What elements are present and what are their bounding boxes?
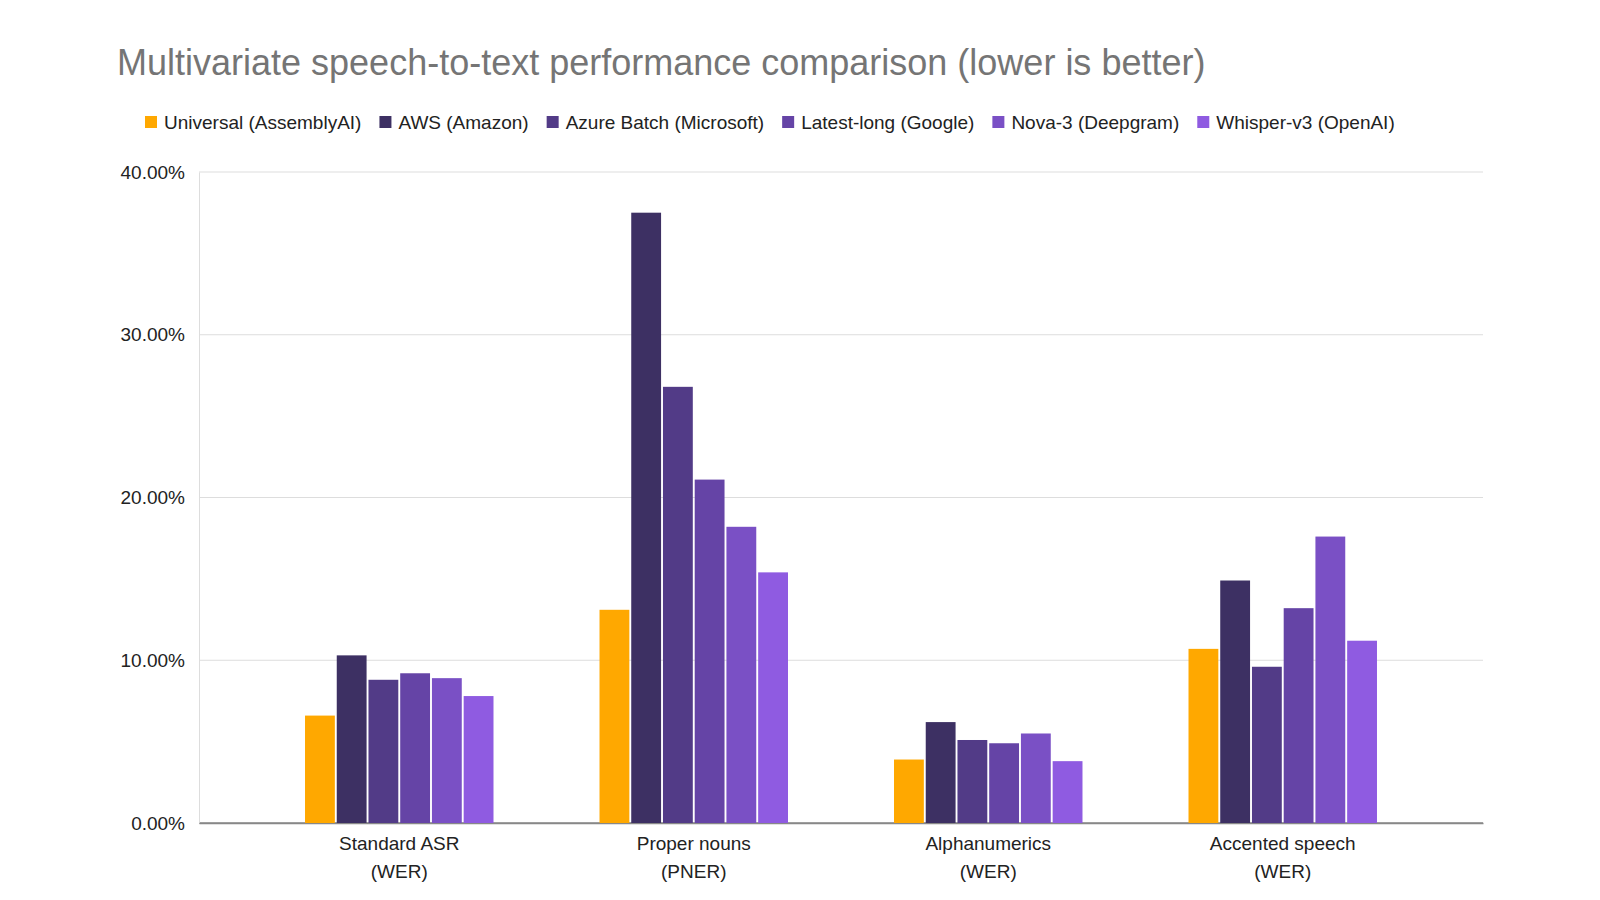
bar xyxy=(1252,667,1282,823)
title: Multivariate speech-to-text performance … xyxy=(117,42,1205,83)
legend-label: Universal (AssemblyAI) xyxy=(164,112,361,133)
legend-label: AWS (Amazon) xyxy=(398,112,528,133)
x-tick-label-line: Proper nouns xyxy=(637,833,751,854)
bar xyxy=(726,527,756,823)
grid-line xyxy=(199,497,1483,498)
legend-swatch xyxy=(992,116,1004,128)
y-axis-line xyxy=(199,173,200,824)
y-tick-label: 20.00% xyxy=(121,487,186,508)
x-tick-label: Standard ASR (WER) xyxy=(339,833,459,882)
x-tick-label-line: Standard ASR xyxy=(339,833,459,854)
bar xyxy=(1220,581,1250,823)
bar xyxy=(1053,761,1083,823)
x-tick-label-line: (WER) xyxy=(1254,861,1311,882)
bar xyxy=(957,740,987,823)
bar-series xyxy=(368,387,1281,823)
y-tick-label: 40.00% xyxy=(121,162,186,183)
legend-label: Nova-3 (Deepgram) xyxy=(1011,112,1179,133)
bar-series xyxy=(400,480,1313,823)
bar xyxy=(600,610,630,823)
bar xyxy=(1284,608,1314,823)
bar-series xyxy=(337,213,1250,823)
bar-series xyxy=(464,572,1377,823)
bar xyxy=(989,743,1019,823)
bar-series xyxy=(432,527,1345,823)
bar xyxy=(894,760,924,823)
bar xyxy=(1315,537,1345,823)
legend-label: Azure Batch (Microsoft) xyxy=(566,112,765,133)
bar xyxy=(464,696,494,823)
legend-item: Nova-3 (Deepgram) xyxy=(992,112,1179,133)
legend-item: Azure Batch (Microsoft) xyxy=(547,112,765,133)
x-tick-label-line: Alphanumerics xyxy=(925,833,1051,854)
legend: Universal (AssemblyAI) AWS (Amazon) Azure … xyxy=(145,112,1395,133)
legend-item: Whisper-v3 (OpenAI) xyxy=(1197,112,1394,133)
x-tick: Proper nouns (PNER) xyxy=(637,823,751,882)
grid xyxy=(199,172,1483,823)
legend-swatch xyxy=(1197,116,1209,128)
grid-line xyxy=(199,172,1483,173)
bar xyxy=(1021,733,1051,823)
y-tick: 40.00% xyxy=(121,162,199,183)
x-tick-label-line: Accented speech xyxy=(1210,833,1356,854)
bar xyxy=(432,678,462,823)
bar xyxy=(631,213,661,823)
bar xyxy=(337,655,367,823)
x-tick-label: Proper nouns (PNER) xyxy=(637,833,751,882)
y-tick-label: 30.00% xyxy=(121,324,186,345)
x-tick: Standard ASR (WER) xyxy=(339,823,459,882)
bar xyxy=(663,387,693,823)
bar xyxy=(758,572,788,823)
x-tick-label-line: (PNER) xyxy=(661,861,726,882)
legend-swatch xyxy=(145,116,157,128)
y-axis: 0.00% 10.00% 20.00% 30.00% 40.00% xyxy=(121,162,200,834)
y-tick-label: 0.00% xyxy=(131,813,185,834)
chart: Multivariate speech-to-text performance … xyxy=(0,0,1600,900)
bar xyxy=(1189,649,1219,823)
bar xyxy=(400,673,430,823)
y-tick: 10.00% xyxy=(121,650,199,671)
x-axis: Standard ASR (WER) Proper nouns (PNER) Alpha… xyxy=(200,823,1484,882)
x-tick: Alphanumerics (WER) xyxy=(925,823,1051,882)
x-tick-label: Accented speech (WER) xyxy=(1210,833,1356,882)
x-tick-label-line: (WER) xyxy=(371,861,428,882)
legend-swatch xyxy=(379,116,391,128)
bar xyxy=(1347,641,1377,823)
bar xyxy=(695,480,725,823)
y-tick-label: 10.00% xyxy=(121,650,186,671)
bar xyxy=(926,722,956,823)
y-tick: 20.00% xyxy=(121,487,199,508)
y-tick: 0.00% xyxy=(131,813,199,834)
grid-line xyxy=(199,334,1483,335)
bars xyxy=(305,213,1377,823)
legend-item: AWS (Amazon) xyxy=(379,112,528,133)
bar xyxy=(368,680,398,823)
legend-item: Universal (AssemblyAI) xyxy=(145,112,361,133)
x-tick-label: Alphanumerics (WER) xyxy=(925,833,1051,882)
x-tick: Accented speech (WER) xyxy=(1210,823,1356,882)
legend-label: Latest-long (Google) xyxy=(801,112,974,133)
y-tick: 30.00% xyxy=(121,324,199,345)
legend-swatch xyxy=(547,116,559,128)
legend-item: Latest-long (Google) xyxy=(782,112,974,133)
x-tick-label-line: (WER) xyxy=(960,861,1017,882)
legend-swatch xyxy=(782,116,794,128)
bar xyxy=(305,716,335,823)
legend-label: Whisper-v3 (OpenAI) xyxy=(1216,112,1394,133)
